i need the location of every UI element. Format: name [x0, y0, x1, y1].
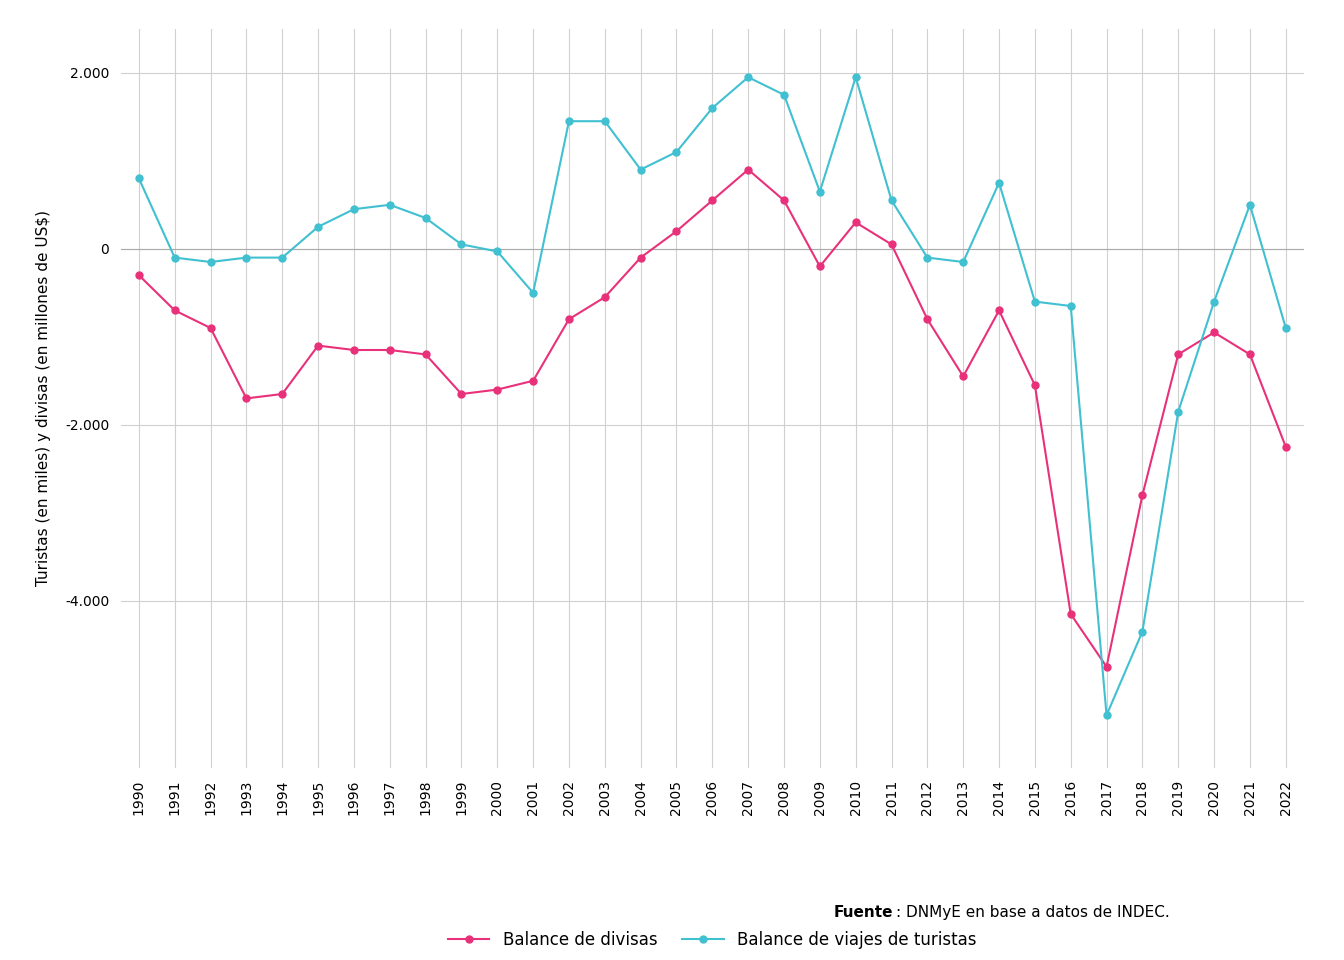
Balance de viajes de turistas [812, 186, 828, 198]
Line: Balance de divisas: Balance de divisas [136, 166, 1289, 670]
Balance de divisas [1206, 326, 1222, 338]
Balance de viajes de turistas [1206, 296, 1222, 307]
Balance de viajes de turistas [1027, 296, 1043, 307]
Balance de divisas [1134, 490, 1150, 501]
Balance de viajes de turistas [775, 89, 792, 101]
Line: Balance de viajes de turistas: Balance de viajes de turistas [136, 74, 1289, 719]
Balance de divisas [418, 348, 434, 360]
Balance de viajes de turistas [274, 252, 290, 263]
Balance de viajes de turistas [1242, 199, 1258, 210]
Balance de viajes de turistas [203, 256, 219, 268]
Balance de divisas [1098, 661, 1114, 673]
Balance de viajes de turistas [633, 164, 649, 176]
Balance de divisas [130, 270, 146, 281]
Balance de divisas [1063, 609, 1079, 620]
Balance de viajes de turistas [1171, 406, 1187, 418]
Balance de viajes de turistas [991, 177, 1007, 188]
Balance de divisas [848, 217, 864, 228]
Balance de divisas [1242, 348, 1258, 360]
Balance de divisas [167, 304, 183, 316]
Balance de viajes de turistas [597, 115, 613, 127]
Balance de divisas [597, 292, 613, 303]
Balance de divisas [238, 393, 254, 404]
Balance de divisas [668, 226, 684, 237]
Balance de divisas [1027, 379, 1043, 391]
Balance de viajes de turistas [956, 256, 972, 268]
Balance de divisas [775, 195, 792, 206]
Balance de divisas [741, 164, 757, 176]
Text: : DNMyE en base a datos de INDEC.: : DNMyE en base a datos de INDEC. [896, 904, 1171, 920]
Balance de divisas [1171, 348, 1187, 360]
Balance de divisas [274, 388, 290, 399]
Balance de viajes de turistas [526, 287, 542, 299]
Balance de divisas [812, 260, 828, 273]
Balance de divisas [1278, 441, 1294, 452]
Balance de divisas [704, 195, 720, 206]
Y-axis label: Turistas (en miles) y divisas (en millones de US$): Turistas (en miles) y divisas (en millon… [36, 210, 51, 587]
Balance de viajes de turistas [489, 246, 505, 257]
Balance de viajes de turistas [919, 252, 935, 263]
Balance de viajes de turistas [418, 212, 434, 224]
Balance de viajes de turistas [345, 204, 362, 215]
Balance de divisas [560, 313, 577, 324]
Balance de viajes de turistas [130, 173, 146, 184]
Balance de viajes de turistas [382, 199, 398, 210]
Balance de divisas [489, 384, 505, 396]
Balance de viajes de turistas [704, 103, 720, 114]
Balance de viajes de turistas [883, 195, 899, 206]
Balance de viajes de turistas [741, 71, 757, 83]
Balance de viajes de turistas [238, 252, 254, 263]
Balance de divisas [382, 345, 398, 356]
Balance de divisas [883, 239, 899, 251]
Balance de divisas [345, 345, 362, 356]
Text: Fuente: Fuente [833, 904, 892, 920]
Balance de viajes de turistas [668, 146, 684, 157]
Balance de viajes de turistas [1134, 626, 1150, 637]
Balance de divisas [453, 388, 469, 399]
Legend: Balance de divisas, Balance de viajes de turistas: Balance de divisas, Balance de viajes de… [441, 924, 984, 955]
Balance de viajes de turistas [1098, 709, 1114, 721]
Balance de divisas [203, 323, 219, 334]
Balance de viajes de turistas [167, 252, 183, 263]
Balance de viajes de turistas [453, 239, 469, 251]
Balance de divisas [310, 340, 327, 351]
Balance de viajes de turistas [1063, 300, 1079, 312]
Balance de viajes de turistas [310, 221, 327, 232]
Balance de divisas [633, 252, 649, 263]
Balance de viajes de turistas [848, 71, 864, 83]
Balance de divisas [991, 304, 1007, 316]
Balance de divisas [526, 375, 542, 387]
Balance de viajes de turistas [560, 115, 577, 127]
Balance de viajes de turistas [1278, 323, 1294, 334]
Balance de divisas [956, 371, 972, 382]
Balance de divisas [919, 313, 935, 324]
